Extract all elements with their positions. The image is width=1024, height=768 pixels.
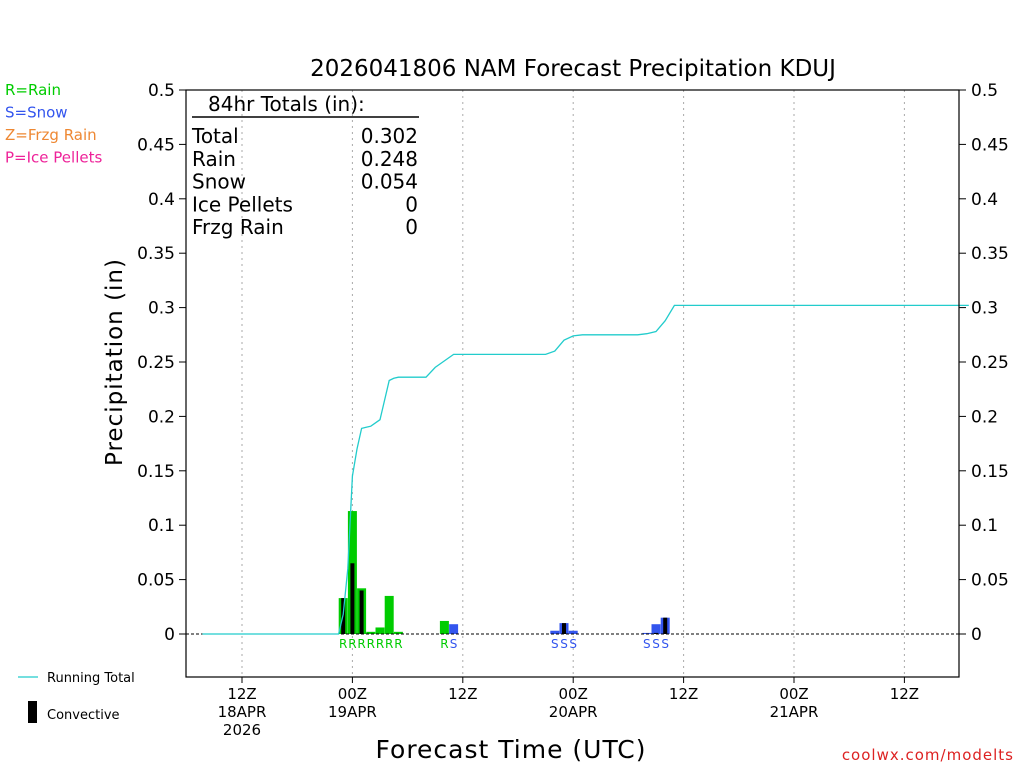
totals-row-label: Snow xyxy=(192,170,246,194)
precip-bar xyxy=(568,630,578,634)
precip-type-letter: R xyxy=(367,637,375,651)
x-tick-label: 12Z xyxy=(890,685,919,703)
x-tick-label: 19APR xyxy=(328,703,377,721)
precip-type-letter: R xyxy=(376,637,384,651)
precip-type-legend: R=Rain S=Snow Z=Frzg Rain P=Ice Pellets xyxy=(5,81,102,167)
precip-type-legend-item: P=Ice Pellets xyxy=(5,149,102,167)
y-tick-label-left: 0.35 xyxy=(137,244,175,264)
gridlines xyxy=(241,90,905,677)
chart-title: 2026041806 NAM Forecast Precipitation KD… xyxy=(310,56,836,82)
y-tick-label-left: 0.4 xyxy=(148,190,175,210)
convective-bar xyxy=(663,617,668,634)
x-tick-label: 12Z xyxy=(227,685,256,703)
precip-type-letter: S xyxy=(569,637,577,651)
running-total-line xyxy=(202,304,969,635)
convective-legend-label: Convective xyxy=(47,708,120,723)
y-tick-label-left: 0.3 xyxy=(148,299,175,319)
precip-type-legend-item: Z=Frzg Rain xyxy=(5,126,97,144)
y-tick-label-right: 0.45 xyxy=(971,135,1009,155)
series-legend: Running Total Convective xyxy=(18,671,135,723)
precip-type-letter: S xyxy=(652,637,660,651)
totals-row-value: 0.054 xyxy=(361,170,418,194)
y-axis: 0 00.05 0.050.1 0.10.15 0.150.2 0.20.25 0.250.… xyxy=(137,81,1009,645)
totals-row-value: 0 xyxy=(405,192,418,216)
x-tick-label: 00Z xyxy=(338,685,367,703)
precip-type-letter: R xyxy=(394,637,402,651)
precip-type-letter: S xyxy=(643,637,651,651)
y-tick-label-left: 0 xyxy=(164,625,175,645)
x-tick-label: 21APR xyxy=(770,703,819,721)
x-tick-label: 00Z xyxy=(559,685,588,703)
precip-type-letter: R xyxy=(385,637,393,651)
totals-row-value: 0.302 xyxy=(361,124,418,148)
precip-type-letter: S xyxy=(560,637,568,651)
precip-type-letter: R xyxy=(440,637,448,651)
precip-bar xyxy=(439,620,449,634)
convective-bar xyxy=(654,632,658,634)
precip-bar xyxy=(550,630,560,634)
convective-bar xyxy=(359,590,364,634)
x-tick-label: 18APR xyxy=(218,703,267,721)
precip-bar xyxy=(375,627,385,634)
totals-box: 84hr Totals (in): Total 0.302 Rain 0.248 Sno… xyxy=(191,92,419,239)
y-tick-label-right: 0.5 xyxy=(971,81,998,101)
plot-frame xyxy=(185,89,960,678)
x-tick-label: 12Z xyxy=(669,685,698,703)
precip-bar xyxy=(384,595,394,634)
y-axis-label: Precipitation (in) xyxy=(102,258,128,466)
x-tick-label: 2026 xyxy=(223,721,261,739)
precip-type-legend-item: S=Snow xyxy=(5,104,68,122)
running-total-legend-label: Running Total xyxy=(47,671,135,686)
y-tick-label-right: 0.25 xyxy=(971,353,1009,373)
precip-type-letter: S xyxy=(450,637,458,651)
precip-type-letter: R xyxy=(348,637,356,651)
precip-bar xyxy=(449,624,459,634)
bar-series xyxy=(338,511,670,634)
precip-bar xyxy=(651,624,661,634)
y-tick-label-right: 0.2 xyxy=(971,407,998,427)
x-tick-label: 00Z xyxy=(779,685,808,703)
x-axis-label: Forecast Time (UTC) xyxy=(376,735,647,764)
convective-swatch xyxy=(28,701,37,723)
y-tick-label-left: 0.05 xyxy=(137,571,175,591)
precip-type-letter: R xyxy=(357,637,365,651)
y-tick-label-left: 0.15 xyxy=(137,462,175,482)
y-tick-label-right: 0.1 xyxy=(971,516,998,536)
totals-row-value: 0.248 xyxy=(361,147,418,171)
x-tick-label: 20APR xyxy=(549,703,598,721)
totals-rows: Total 0.302 Rain 0.248 Snow 0.054 Ice Pellets 0… xyxy=(191,124,418,239)
y-tick-label-right: 0 xyxy=(971,625,982,645)
precip-bar xyxy=(642,632,652,634)
precip-bar xyxy=(393,631,403,634)
totals-row-label: Frzg Rain xyxy=(192,215,284,239)
totals-row-label: Total xyxy=(191,124,239,148)
y-tick-label-left: 0.1 xyxy=(148,516,175,536)
totals-row-value: 0 xyxy=(405,215,418,239)
y-tick-label-right: 0.3 xyxy=(971,299,998,319)
y-tick-label-right: 0.05 xyxy=(971,571,1009,591)
precip-bar xyxy=(366,631,376,634)
precip-type-letter: S xyxy=(661,637,669,651)
y-tick-label-left: 0.5 xyxy=(148,81,175,101)
totals-row-label: Rain xyxy=(192,147,236,171)
precip-type-letter: R xyxy=(339,637,347,651)
x-tick-label: 12Z xyxy=(448,685,477,703)
y-tick-label-right: 0.35 xyxy=(971,244,1009,264)
y-tick-label-right: 0.15 xyxy=(971,462,1009,482)
y-tick-label-left: 0.45 xyxy=(137,135,175,155)
credit-text: coolwx.com/modelts xyxy=(842,746,1014,764)
totals-header: 84hr Totals (in): xyxy=(208,92,365,116)
precip-type-legend-item: R=Rain xyxy=(5,81,61,99)
convective-bar xyxy=(562,623,566,634)
totals-row-label: Ice Pellets xyxy=(192,192,293,216)
y-tick-label-left: 0.2 xyxy=(148,407,175,427)
y-tick-label-right: 0.4 xyxy=(971,190,998,210)
precip-type-letter: S xyxy=(551,637,559,651)
convective-bar xyxy=(350,563,355,634)
y-tick-label-left: 0.25 xyxy=(137,353,175,373)
